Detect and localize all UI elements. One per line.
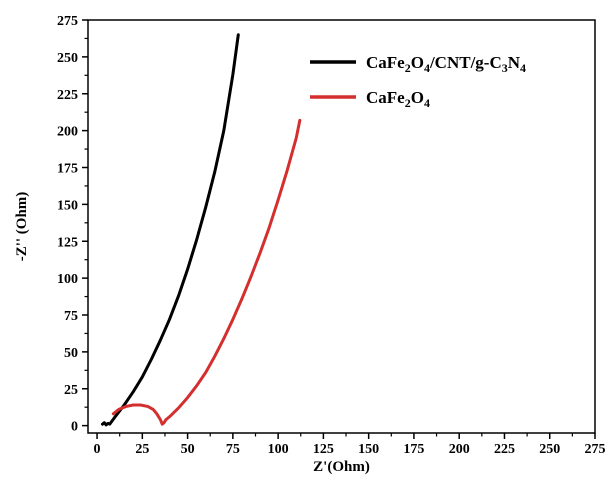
legend-label-0-part-1: 2 xyxy=(405,61,411,75)
y-axis-title: -Z'' (Ohm) xyxy=(14,192,30,262)
legend-label-0: CaFe2O4/CNT/g-C3N4 xyxy=(366,53,526,75)
legend-label-0-part-0: CaFe xyxy=(366,53,405,72)
legend-label-1-part-1: 2 xyxy=(405,96,411,110)
legend-label-1-part-2: O xyxy=(411,88,424,107)
x-tick-label-6: 150 xyxy=(358,442,379,457)
x-tick-label-4: 100 xyxy=(268,442,289,457)
y-axis-ticks xyxy=(82,19,88,427)
x-tick-label-3: 75 xyxy=(226,442,240,457)
y-tick-label-6: 150 xyxy=(57,198,78,213)
x-axis-title: Z'(Ohm) xyxy=(313,459,370,475)
x-tick-label-2: 50 xyxy=(181,442,195,457)
legend-label-1: CaFe2O4 xyxy=(366,88,430,110)
y-tick-label-5: 125 xyxy=(57,235,78,250)
legend-label-0-part-5: 3 xyxy=(502,61,508,75)
x-tick-label-0: 0 xyxy=(94,442,101,457)
y-tick-label-3: 75 xyxy=(64,309,78,324)
x-tick-label-9: 225 xyxy=(494,442,515,457)
x-tick-label-1: 25 xyxy=(135,442,149,457)
x-tick-label-8: 200 xyxy=(449,442,470,457)
y-tick-label-10: 250 xyxy=(57,51,78,66)
y-tick-label-2: 50 xyxy=(64,346,78,361)
y-tick-label-0: 0 xyxy=(71,420,78,435)
legend-label-0-part-6: N xyxy=(508,53,521,72)
series-line-1 xyxy=(111,118,302,426)
x-axis-tick-labels: 0 25 50 75 100 125 150 175 200 225 250 275 xyxy=(94,442,606,457)
x-axis-ticks xyxy=(96,433,596,439)
y-axis-tick-labels: 0 25 50 75 100 125 150 175 200 225 250 275 xyxy=(57,14,78,435)
legend-label-0-part-3: 4 xyxy=(424,61,430,75)
x-tick-label-11: 275 xyxy=(585,442,606,457)
series-layer xyxy=(100,33,302,427)
y-tick-label-9: 225 xyxy=(57,88,78,103)
x-tick-label-10: 250 xyxy=(539,442,560,457)
legend-label-0-part-7: 4 xyxy=(520,61,526,75)
y-tick-label-7: 175 xyxy=(57,162,78,177)
legend-label-0-part-4: /CNT/g-C xyxy=(429,53,502,72)
x-tick-label-7: 175 xyxy=(403,442,424,457)
y-tick-label-4: 100 xyxy=(57,272,78,287)
y-tick-label-1: 25 xyxy=(64,383,78,398)
legend-label-1-part-3: 4 xyxy=(424,96,430,110)
series-line-0 xyxy=(100,33,240,427)
legend-label-1-part-0: CaFe xyxy=(366,88,405,107)
x-tick-label-5: 125 xyxy=(313,442,334,457)
plot-frame xyxy=(87,19,596,434)
legend-label-0-part-2: O xyxy=(411,53,424,72)
y-tick-label-11: 275 xyxy=(57,14,78,29)
y-tick-label-8: 200 xyxy=(57,125,78,140)
